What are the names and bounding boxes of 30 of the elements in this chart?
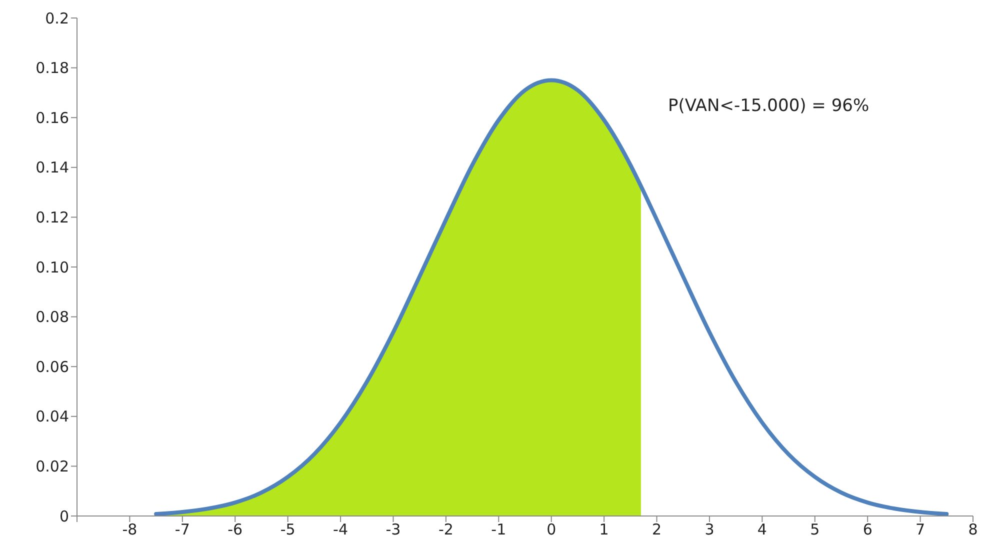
x-tick-label: -3 <box>386 520 401 539</box>
y-tick-label: 0.06 <box>36 358 69 376</box>
x-tick-label: 1 <box>599 520 609 539</box>
x-tick-label: -2 <box>438 520 454 539</box>
x-tick-label: 7 <box>916 520 926 539</box>
x-tick-label: 4 <box>757 520 767 539</box>
x-tick-label: -5 <box>280 520 296 539</box>
x-tick-label: -7 <box>174 520 190 539</box>
annotation: P(VAN<-15.000) = 96% <box>668 96 870 116</box>
y-tick-label: 0.14 <box>36 158 69 177</box>
y-tick-label: 0.18 <box>36 59 69 78</box>
y-tick-label: 0.04 <box>36 408 69 426</box>
x-tick-label: -4 <box>333 520 348 539</box>
y-tick-label: 0.02 <box>36 458 69 476</box>
y-tick-label: 0.08 <box>36 308 69 326</box>
line-series <box>154 78 949 516</box>
x-tick-label: 3 <box>704 520 714 539</box>
y-tick-label: 0.10 <box>36 258 69 276</box>
x-tick-label: -8 <box>122 520 138 539</box>
y-tick-label: 0.12 <box>36 208 69 227</box>
y-tick-label: 0.2 <box>45 9 69 28</box>
y-tick-label: 0 <box>59 507 69 526</box>
x-tick-label: -1 <box>491 520 506 539</box>
x-tick-label: 5 <box>810 520 820 539</box>
x-tick-label: 8 <box>968 520 978 539</box>
x-tick-label: 2 <box>652 520 662 539</box>
x-tick-label: 6 <box>862 520 872 539</box>
x-tick-label: 0 <box>546 520 556 539</box>
x-tick-label: -6 <box>228 520 243 539</box>
y-tick-label: 0.16 <box>36 108 69 127</box>
